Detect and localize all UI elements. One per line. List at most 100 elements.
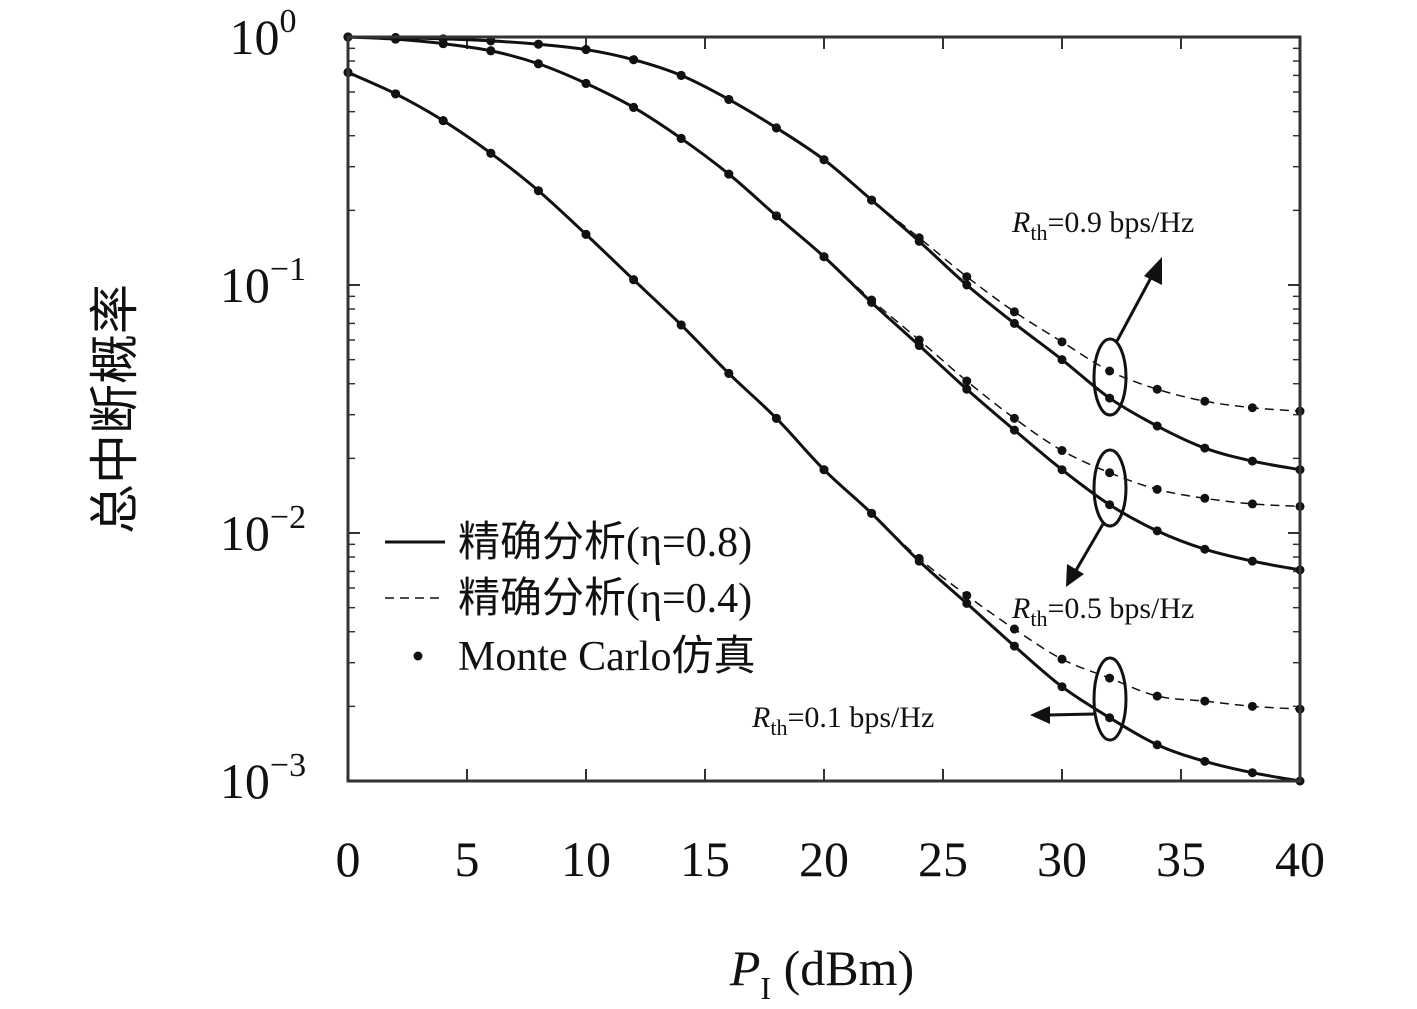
monte-carlo-point	[1247, 456, 1257, 466]
annotation-arrowhead-r05	[1066, 564, 1084, 587]
legend-label-dashed: 精确分析(η=0.4)	[458, 575, 752, 622]
monte-carlo-point	[1009, 624, 1019, 634]
monte-carlo-point	[1057, 337, 1067, 347]
annotation-arrowhead-r09	[1144, 257, 1162, 285]
monte-carlo-point	[676, 133, 686, 143]
monte-carlo-point	[1105, 713, 1115, 723]
x-axis-title-sub: I	[760, 970, 771, 1006]
monte-carlo-point	[724, 368, 734, 378]
x-axis-title: PI (dBm)	[729, 940, 914, 1006]
monte-carlo-point	[438, 39, 448, 49]
monte-carlo-point	[962, 598, 972, 608]
annotation-label-r09: Rth=0.9 bps/Hz	[1011, 206, 1194, 245]
legend-label-solid: 精确分析(η=0.8)	[458, 519, 752, 566]
annotation-r01-sub: th	[770, 715, 787, 740]
x-axis-title-main: P	[729, 940, 761, 996]
monte-carlo-point	[1009, 318, 1019, 328]
monte-carlo-point	[1152, 691, 1162, 701]
monte-carlo-point	[1057, 682, 1067, 692]
y-tick-label: 10−1	[220, 251, 306, 313]
y-tick-label: 10−3	[220, 747, 306, 809]
x-tick-label: 10	[561, 831, 611, 887]
annotation-arrowhead-r01	[1030, 706, 1050, 724]
monte-carlo-point	[1009, 307, 1019, 317]
legend-dot-swatch	[413, 651, 423, 661]
monte-carlo-point	[867, 508, 877, 518]
y-tick-label-base: 10	[220, 505, 270, 561]
monte-carlo-point	[962, 590, 972, 600]
annotation-arrow-r01	[1047, 712, 1095, 717]
annotation-arrow-r05	[1073, 523, 1105, 573]
annotation-r09: Rth=0.9 bps/Hz	[1011, 206, 1194, 417]
monte-carlo-point	[1057, 654, 1067, 664]
monte-carlo-point	[1200, 396, 1210, 406]
annotation-label-r01: Rth=0.1 bps/Hz	[751, 701, 934, 740]
annotation-arrow-r09	[1115, 271, 1156, 342]
plot-frame	[346, 35, 1302, 783]
monte-carlo-point	[962, 376, 972, 386]
monte-carlo-point	[819, 155, 829, 165]
annotation-r01: Rth=0.1 bps/Hz	[751, 656, 1128, 742]
monte-carlo-point	[771, 123, 781, 133]
annotation-r01-R: R	[751, 701, 770, 734]
annotation-ellipse-r09	[1092, 337, 1128, 417]
monte-carlo-point	[1200, 443, 1210, 453]
monte-carlo-point	[629, 55, 639, 65]
x-tick-label: 5	[455, 831, 480, 887]
monte-carlo-point	[1247, 556, 1257, 566]
annotation-label-r05: Rth=0.5 bps/Hz	[1011, 592, 1194, 631]
monte-carlo-point	[1057, 446, 1067, 456]
y-tick-label-exponent: −3	[270, 747, 306, 784]
monte-carlo-point	[1152, 484, 1162, 494]
monte-carlo-point	[1105, 366, 1115, 376]
x-tick-label: 40	[1275, 831, 1325, 887]
monte-carlo-point	[1057, 465, 1067, 475]
monte-carlo-point	[1009, 425, 1019, 435]
monte-carlo-point	[1200, 696, 1210, 706]
monte-carlo-point	[867, 195, 877, 205]
monte-carlo-point	[1200, 544, 1210, 554]
x-tick-label: 15	[680, 831, 730, 887]
monte-carlo-point	[1152, 384, 1162, 394]
monte-carlo-point	[1057, 355, 1067, 365]
monte-carlo-point	[1247, 701, 1257, 711]
monte-carlo-point	[486, 36, 496, 46]
monte-carlo-point	[914, 335, 924, 345]
monte-carlo-point	[724, 169, 734, 179]
monte-carlo-point	[962, 280, 972, 290]
monte-carlo-point	[533, 186, 543, 196]
annotation-ellipse-r01	[1092, 656, 1128, 742]
y-tick-label-exponent: −1	[270, 251, 306, 288]
monte-carlo-point	[676, 70, 686, 80]
monte-carlo-point	[867, 295, 877, 305]
monte-carlo-point	[914, 233, 924, 243]
monte-carlo-point	[1247, 499, 1257, 509]
x-tick-labels: 0 5 10 15 20 25 30 35 40	[336, 831, 1326, 887]
x-tick-label: 35	[1156, 831, 1206, 887]
monte-carlo-point	[962, 272, 972, 282]
monte-carlo-point	[1152, 526, 1162, 536]
y-tick-label-exponent: 0	[280, 3, 297, 40]
x-axis-title-unit: (dBm)	[771, 940, 914, 996]
monte-carlo-point	[1105, 500, 1115, 510]
monte-carlo-point	[629, 275, 639, 285]
monte-carlo-point	[771, 211, 781, 221]
y-tick-label: 10−2	[220, 499, 306, 561]
monte-carlo-point	[438, 116, 448, 126]
y-tick-label-base: 10	[230, 9, 280, 65]
series-line-dashed	[347, 71, 1301, 710]
y-tick-label-exponent: −2	[270, 499, 306, 536]
monte-carlo-point	[1105, 468, 1115, 478]
x-tick-label: 20	[799, 831, 849, 887]
y-tick-label-base: 10	[220, 257, 270, 313]
annotation-r05-R: R	[1011, 592, 1030, 625]
x-tick-label: 30	[1037, 831, 1087, 887]
annotation-r09-R: R	[1011, 206, 1030, 239]
monte-carlo-point	[1105, 393, 1115, 403]
monte-carlo-point	[1009, 641, 1019, 651]
monte-carlo-point	[771, 413, 781, 423]
x-tick-label: 0	[336, 831, 361, 887]
